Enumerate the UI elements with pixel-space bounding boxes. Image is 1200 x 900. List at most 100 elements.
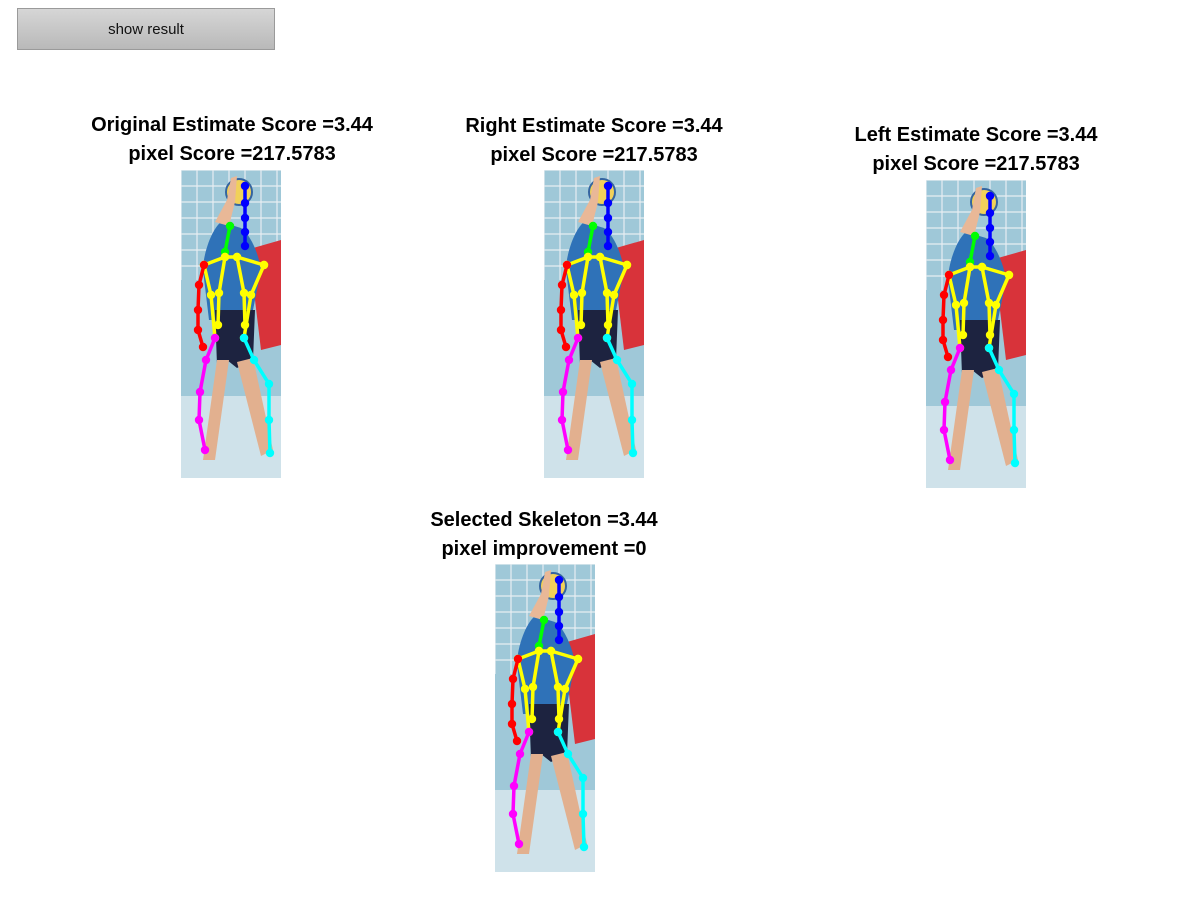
joint-marker (561, 342, 571, 352)
joint-marker (239, 333, 249, 343)
joint-marker (945, 455, 955, 465)
joint-marker (985, 208, 995, 218)
original-pixel-score: pixel Score =217.5783 (128, 143, 336, 165)
joint-marker (554, 607, 564, 617)
joint-marker (573, 654, 583, 664)
joint-marker (193, 325, 203, 335)
player-leg (203, 360, 229, 460)
joint-marker (603, 181, 613, 191)
joint-marker (264, 415, 274, 425)
joint-marker (514, 839, 524, 849)
player-arm-raised (529, 570, 551, 620)
joint-marker (507, 719, 517, 729)
original-estimate-image (181, 170, 281, 478)
joint-marker (539, 615, 549, 625)
joint-marker (512, 736, 522, 746)
player-leg (517, 754, 543, 854)
joint-marker (195, 387, 205, 397)
shoulder-line (947, 265, 1011, 277)
joint-marker (612, 355, 622, 365)
right-pixel-score: pixel Score =217.5783 (490, 144, 698, 166)
joint-marker (265, 448, 275, 458)
joint-marker (554, 635, 564, 645)
joint-marker (939, 290, 949, 300)
joint-marker (955, 343, 965, 353)
player-leg (237, 358, 273, 456)
joint-marker (603, 198, 613, 208)
joint-marker (213, 320, 223, 330)
joint-marker (985, 237, 995, 247)
joint-marker (573, 333, 583, 343)
joint-marker (554, 575, 564, 585)
joint-marker (627, 379, 637, 389)
joint-marker (588, 221, 598, 231)
joint-marker (225, 221, 235, 231)
player-leg (600, 358, 636, 456)
left-pixel-score: pixel Score =217.5783 (872, 153, 1080, 175)
selected-skeleton-image (495, 564, 595, 872)
joint-marker (527, 714, 537, 724)
joint-marker (513, 654, 523, 664)
joint-marker (628, 448, 638, 458)
joint-marker (562, 260, 572, 270)
joint-marker (939, 425, 949, 435)
joint-marker (508, 809, 518, 819)
joint-marker (991, 300, 1001, 310)
joint-marker (984, 343, 994, 353)
joint-marker (557, 415, 567, 425)
joint-marker (553, 727, 563, 737)
joint-marker (524, 727, 534, 737)
joint-marker (240, 241, 250, 251)
joint-marker (554, 592, 564, 602)
joint-marker (198, 342, 208, 352)
joint-marker (246, 290, 256, 300)
left-estimate-score: Left Estimate Score =3.44 (854, 124, 1098, 146)
show-result-button[interactable]: show result (17, 8, 275, 50)
joint-marker (1004, 270, 1014, 280)
joint-marker (194, 415, 204, 425)
joint-marker (556, 325, 566, 335)
joint-marker (977, 262, 987, 272)
joint-marker (564, 355, 574, 365)
shoulder-line (516, 649, 580, 661)
joint-marker (556, 305, 566, 315)
right-estimate-image (544, 170, 644, 478)
player-leg (566, 360, 592, 460)
joint-marker (602, 288, 612, 298)
joint-marker (579, 842, 589, 852)
joint-marker (240, 181, 250, 191)
joint-marker (578, 809, 588, 819)
left-estimate-title: Left Estimate Score =3.44 pixel Score =2… (806, 121, 1146, 179)
joint-marker (943, 352, 953, 362)
joint-marker (603, 213, 613, 223)
joint-marker (576, 320, 586, 330)
selected-skeleton-title: Selected Skeleton =3.44 pixel improvemen… (374, 506, 714, 564)
joint-marker (951, 300, 961, 310)
joint-marker (563, 749, 573, 759)
player-arm-raised (960, 186, 982, 236)
joint-marker (509, 781, 519, 791)
neck-limb (537, 618, 546, 648)
joint-marker (232, 252, 242, 262)
joint-marker (249, 355, 259, 365)
joint-marker (194, 280, 204, 290)
joint-marker (569, 290, 579, 300)
original-estimate-title: Original Estimate Score =3.44 pixel Scor… (62, 111, 402, 169)
player-arm-raised (215, 176, 237, 226)
joint-marker (560, 684, 570, 694)
shoulder-line (202, 255, 266, 267)
joint-marker (984, 298, 994, 308)
joint-marker (609, 290, 619, 300)
player-leg (982, 368, 1018, 466)
joint-marker (558, 387, 568, 397)
joint-marker (985, 223, 995, 233)
joint-marker (994, 365, 1004, 375)
joint-marker (546, 646, 556, 656)
joint-marker (557, 280, 567, 290)
joint-marker (199, 260, 209, 270)
joint-marker (622, 260, 632, 270)
joint-marker (210, 333, 220, 343)
right-estimate-title: Right Estimate Score =3.44 pixel Score =… (424, 112, 764, 170)
joint-marker (603, 241, 613, 251)
joint-marker (206, 290, 216, 300)
